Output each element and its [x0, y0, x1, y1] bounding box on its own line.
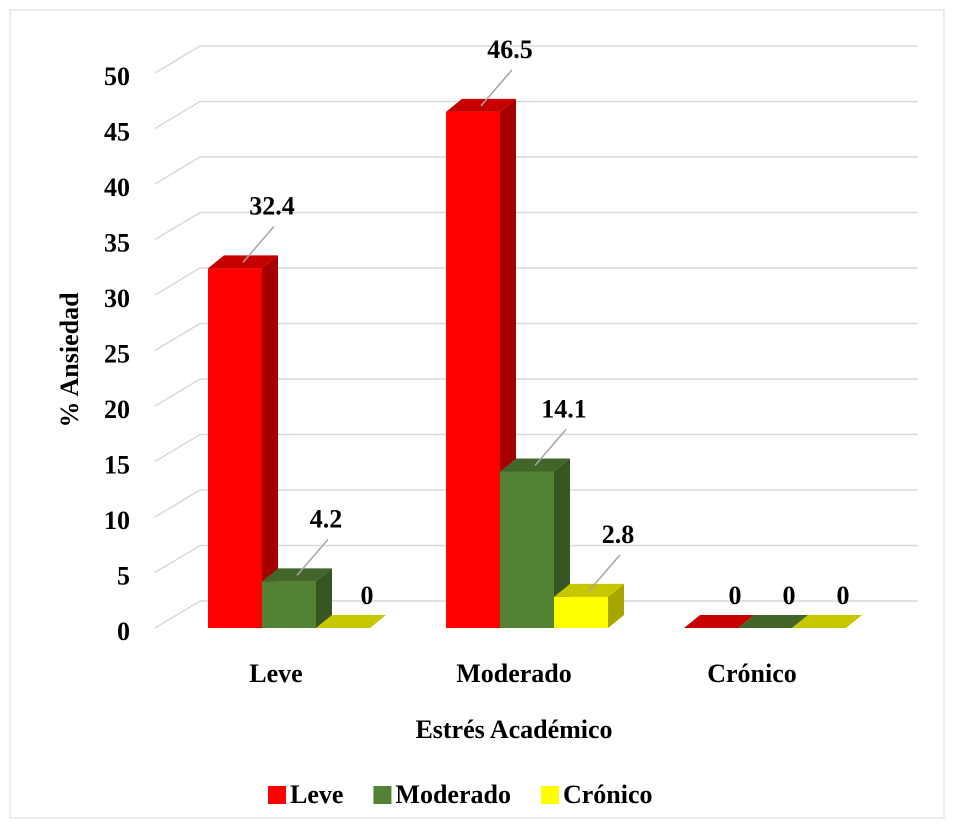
data-label: 4.2: [310, 504, 343, 533]
data-label: 2.8: [602, 520, 635, 549]
grid-line: [154, 267, 918, 296]
bar: [316, 615, 386, 628]
y-tick-label: 20: [104, 395, 130, 424]
grid-line: [154, 378, 918, 407]
x-tick-label: Crónico: [707, 659, 797, 688]
bar: [500, 458, 570, 628]
x-tick-label: Moderado: [456, 659, 572, 688]
grid-line: [154, 211, 918, 241]
y-tick-label: 40: [104, 173, 130, 202]
bar-face: [608, 583, 624, 628]
bar-face: [316, 568, 332, 628]
bar-face: [446, 111, 500, 629]
grid-line: [154, 322, 918, 352]
leader-line: [588, 554, 621, 592]
bar-face: [684, 615, 754, 628]
bar-face: [554, 458, 570, 628]
y-tick-label: 5: [117, 561, 130, 590]
bar-face: [500, 471, 554, 628]
x-axis-title: Estrés Académico: [415, 715, 612, 744]
bar: [792, 615, 862, 628]
bar: [554, 583, 624, 628]
data-label: 0: [729, 581, 742, 610]
grid-line: [154, 600, 918, 629]
y-tick-label: 35: [104, 228, 130, 257]
legend-label: Leve: [290, 780, 343, 809]
leader-line: [242, 225, 275, 263]
bar: [262, 568, 332, 628]
chart-border: [9, 9, 945, 819]
data-label: 14.1: [541, 394, 587, 423]
y-tick-label: 0: [117, 617, 130, 646]
grid-line: [154, 544, 918, 574]
legend-swatch: [373, 786, 392, 804]
y-tick-label: 30: [104, 284, 130, 313]
y-tick-label: 50: [104, 62, 130, 91]
bar-face: [262, 255, 278, 629]
leader-line: [480, 69, 513, 107]
data-label: 0: [783, 581, 796, 610]
y-tick-label: 15: [104, 450, 130, 479]
y-axis-title: % Ansiedad: [55, 292, 84, 428]
data-label: 0: [361, 581, 374, 610]
legend-swatch: [540, 786, 559, 804]
bar: [738, 615, 808, 628]
legend-label: Moderado: [395, 780, 511, 809]
bar-face: [208, 268, 262, 628]
grid-line: [154, 433, 918, 463]
data-label: 32.4: [249, 191, 295, 220]
leader-line: [296, 538, 329, 576]
grid-line: [154, 100, 918, 130]
legend-label: Crónico: [563, 780, 653, 809]
bar-face: [316, 615, 386, 628]
bar-face: [554, 596, 608, 628]
x-tick-label: Leve: [249, 659, 302, 688]
grid-line: [154, 156, 918, 185]
grid-line: [154, 45, 918, 74]
y-tick-label: 10: [104, 506, 130, 535]
bar-face: [792, 615, 862, 628]
y-tick-label: 45: [104, 117, 130, 146]
data-label: 46.5: [487, 35, 533, 64]
y-tick-label: 25: [104, 339, 130, 368]
leader-line: [534, 429, 567, 466]
bar: [684, 615, 754, 628]
bar-face: [738, 615, 808, 628]
data-label: 0: [837, 581, 850, 610]
bar: [208, 255, 278, 629]
bar-face: [262, 581, 316, 628]
grid-line: [154, 489, 918, 518]
legend-swatch: [268, 786, 286, 804]
